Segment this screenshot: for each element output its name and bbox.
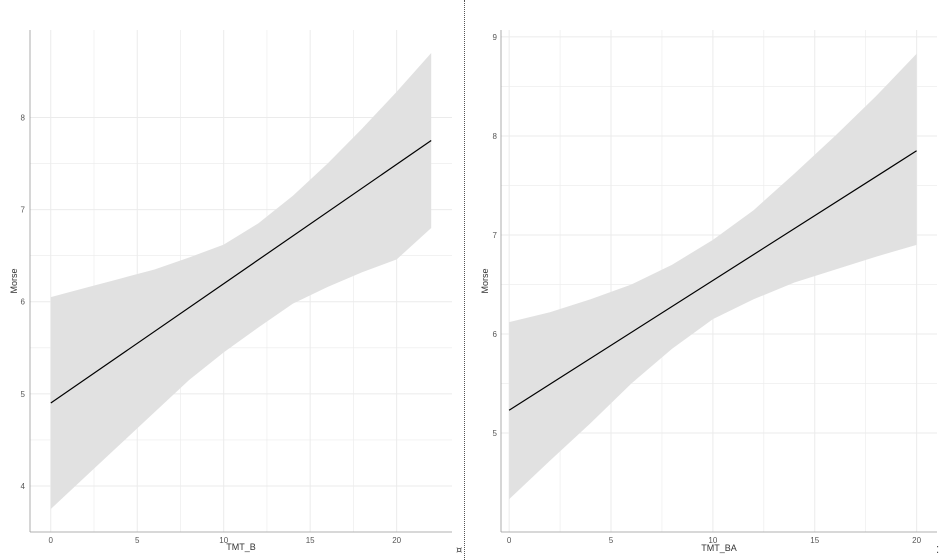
regression-line [508,150,917,411]
panel-divider [464,0,465,560]
left-chart-panel: 0 5 10 15 20 4 5 6 7 8 TMT_B Morse [9,30,452,552]
y-tick-label: 6 [493,330,498,339]
x-tick-label: 0 [49,536,54,545]
y-tick-label: 5 [21,390,26,399]
x-tick-label: 10 [219,536,228,545]
y-axis-title: Morse [480,268,490,293]
y-tick-label: 9 [493,33,498,42]
x-tick-label: 10 [708,536,717,545]
right-chart-panel: 0 5 10 15 20 5 6 7 8 9 TMT_BA Morse [480,30,937,553]
x-tick-label: 5 [135,536,140,545]
confidence-band [50,53,432,509]
regression-line [50,140,432,404]
confidence-band [509,53,917,500]
x-tick-label: 15 [306,536,315,545]
resize-handle-icon[interactable]: ¤ [456,545,463,556]
y-tick-label: 8 [21,114,26,123]
x-tick-label: 5 [609,536,614,545]
y-tick-label: 4 [21,482,26,491]
y-tick-label: 5 [493,429,498,438]
x-tick-label: 20 [912,536,921,545]
x-tick-label: 20 [392,536,401,545]
y-tick-label: 7 [21,206,26,215]
corner-dots-icon: ⁚ [936,545,940,556]
x-tick-label: 15 [810,536,819,545]
y-tick-label: 8 [493,132,498,141]
x-axis-title: TMT_BA [701,543,737,553]
x-tick-label: 0 [507,536,512,545]
x-axis-title: TMT_B [226,542,256,552]
y-tick-label: 6 [21,298,26,307]
y-tick-label: 7 [493,231,498,240]
y-axis-title: Morse [9,268,19,293]
